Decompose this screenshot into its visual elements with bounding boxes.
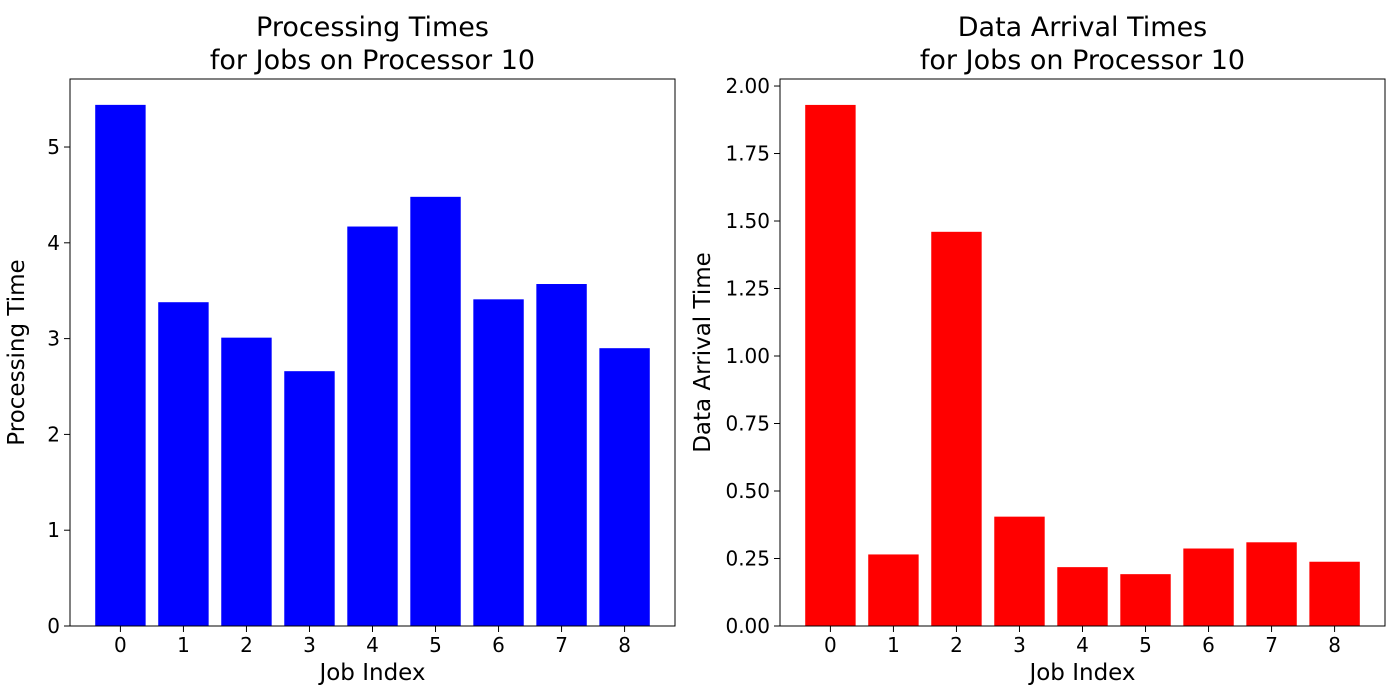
processing-times-x-tick-label-0: 0: [114, 633, 127, 657]
data-arrival-times-y-tick-label-7: 1.75: [725, 142, 770, 166]
data-arrival-times-bar-4: [1057, 567, 1108, 626]
data-arrival-times-bar-8: [1309, 561, 1360, 626]
data-arrival-times-bar-7: [1246, 542, 1297, 626]
data-arrival-times-x-tick-label-1: 1: [887, 633, 900, 657]
data-arrival-times-y-axis-label: Data Arrival Time: [690, 252, 716, 453]
data-arrival-times-x-tick-label-2: 2: [950, 633, 963, 657]
processing-times-bar-4: [347, 226, 398, 626]
processing-times-x-axis-label: Job Index: [317, 660, 425, 686]
processing-times-bar-5: [410, 196, 461, 626]
processing-times-x-tick-label-1: 1: [177, 633, 190, 657]
processing-times-y-tick-label-0: 0: [47, 614, 60, 638]
data-arrival-times-y-tick-label-4: 1.00: [725, 344, 770, 368]
processing-times-x-tick-label-6: 6: [492, 633, 505, 657]
data-arrival-times-chart: 0 1 2 3 4 5 6 7 8 0.00 0.25 0.50 0.75 1.00 1.25 1.50 1.7…: [690, 12, 1386, 686]
data-arrival-times-bar-3: [994, 516, 1045, 626]
processing-times-y-tick-label-4: 4: [47, 231, 60, 255]
data-arrival-times-bar-0: [805, 104, 856, 627]
processing-times-title-line-2: for Jobs on Processor 10: [210, 45, 535, 76]
processing-times-bar-6: [473, 299, 524, 626]
processing-times-x-tick-label-5: 5: [429, 633, 442, 657]
data-arrival-times-x-tick-label-7: 7: [1265, 633, 1278, 657]
data-arrival-times-y-tick-label-8: 2.00: [725, 74, 770, 98]
processing-times-x-tick-label-3: 3: [303, 633, 316, 657]
data-arrival-times-x-tick-label-5: 5: [1139, 633, 1152, 657]
processing-times-bar-1: [158, 302, 209, 626]
data-arrival-times-title-line-2: for Jobs on Processor 10: [920, 45, 1245, 76]
processing-times-x-tick-label-7: 7: [555, 633, 568, 657]
processing-times-y-axis-label: Processing Time: [4, 259, 30, 445]
processing-times-x-tick-label-8: 8: [618, 633, 631, 657]
data-arrival-times-x-tick-label-3: 3: [1013, 633, 1026, 657]
processing-times-y-tick-label-3: 3: [47, 327, 60, 351]
processing-times-bar-8: [599, 348, 650, 626]
data-arrival-times-x-tick-label-8: 8: [1328, 633, 1341, 657]
processing-times-x-tick-label-2: 2: [240, 633, 253, 657]
data-arrival-times-title-line-1: Data Arrival Times: [958, 12, 1208, 43]
data-arrival-times-x-axis-label: Job Index: [1027, 660, 1135, 686]
processing-times-bar-0: [95, 104, 146, 627]
processing-times-y-tick-label-5: 5: [47, 135, 60, 159]
processing-times-x-tick-label-4: 4: [366, 633, 379, 657]
processing-times-y-tick-label-1: 1: [47, 518, 60, 542]
data-arrival-times-x-tick-label-0: 0: [824, 633, 837, 657]
data-arrival-times-y-tick-label-2: 0.50: [725, 479, 770, 503]
data-arrival-times-x-tick-label-6: 6: [1202, 633, 1215, 657]
data-arrival-times-y-tick-label-0: 0.00: [725, 614, 770, 638]
data-arrival-times-y-tick-label-1: 0.25: [725, 547, 770, 571]
data-arrival-times-bar-5: [1120, 574, 1171, 626]
data-arrival-times-x-tick-label-4: 4: [1076, 633, 1089, 657]
data-arrival-times-bar-6: [1183, 548, 1234, 626]
processing-times-y-tick-label-2: 2: [47, 422, 60, 446]
processing-times-bar-3: [284, 371, 335, 626]
processing-times-bar-2: [221, 337, 272, 626]
data-arrival-times-bar-1: [868, 554, 919, 626]
data-arrival-times-y-tick-label-6: 1.50: [725, 209, 770, 233]
data-arrival-times-y-tick-label-5: 1.25: [725, 277, 770, 301]
processing-times-title-line-1: Processing Times: [256, 12, 489, 43]
data-arrival-times-bar-2: [931, 231, 982, 626]
processing-times-bar-7: [536, 284, 587, 626]
data-arrival-times-y-tick-label-3: 0.75: [725, 412, 770, 436]
